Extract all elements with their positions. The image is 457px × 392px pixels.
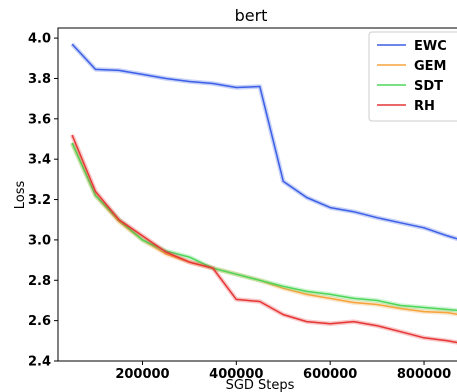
y-tick-label: 2.6 [28, 314, 51, 329]
series-rh-band [70, 134, 457, 345]
x-tick-label: 200000 [115, 367, 169, 382]
series-sdt-line [71, 142, 457, 312]
y-tick-label: 2.8 [28, 274, 51, 289]
x-tick-label: 800000 [397, 367, 451, 382]
legend: EWC GEM SDT RH [368, 31, 457, 122]
legend-box [368, 31, 457, 122]
plot-area [57, 27, 457, 362]
x-tick-label: 400000 [209, 367, 263, 382]
y-tick-label: 3.2 [28, 193, 51, 208]
plot-frame [57, 27, 457, 362]
series-ewc-line [71, 43, 457, 240]
chart-title: bert [235, 6, 268, 25]
x-axis-label: SGD Steps [226, 378, 295, 392]
x-tick-label: 600000 [303, 367, 357, 382]
y-tick-label: 3.8 [28, 72, 51, 87]
y-axis-label: Loss [13, 181, 28, 210]
y-tick-label: 3.4 [28, 153, 51, 168]
series-layer [70, 42, 457, 345]
legend-label-rh: RH [414, 99, 435, 114]
x-axis: 200000 400000 600000 800000 [115, 361, 451, 382]
y-tick-label: 2.4 [28, 355, 51, 370]
y-tick-label: 4.0 [28, 32, 51, 47]
legend-label-ewc: EWC [414, 39, 447, 54]
series-rh-line [71, 134, 457, 344]
y-tick-label: 3.6 [28, 112, 51, 127]
y-tick-label: 3.0 [28, 233, 51, 248]
y-axis: 2.4 2.6 2.8 3.0 3.2 3.4 3.6 3.8 4.0 [28, 32, 58, 370]
legend-label-sdt: SDT [414, 79, 443, 94]
legend-label-gem: GEM [414, 59, 447, 74]
